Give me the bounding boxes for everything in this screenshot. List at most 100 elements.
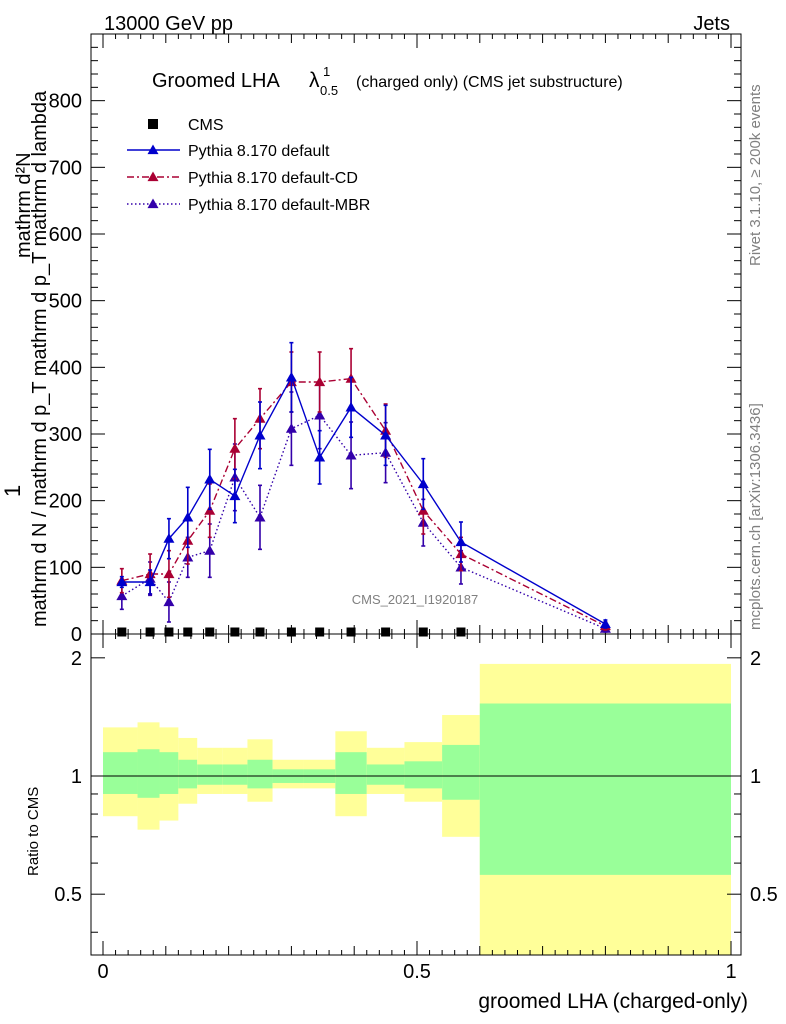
- cms-data-point: [205, 627, 215, 637]
- ratio-band-inner-9: [335, 752, 367, 794]
- data-point-solid: [229, 490, 241, 501]
- legend-label: Pythia 8.170 default-CD: [188, 170, 358, 187]
- ratio-band-inner-2: [159, 752, 179, 794]
- ratio-frame: [90, 633, 742, 956]
- main-ytick-label: 600: [49, 224, 82, 246]
- main-ytick-label: 0: [71, 624, 82, 646]
- data-point-solid: [285, 371, 297, 382]
- cms-data-point: [255, 627, 265, 637]
- ratio-ytick-label-left: 1: [71, 766, 82, 788]
- cms-data-point: [286, 627, 296, 637]
- legend-marker-dashdot: [147, 171, 159, 182]
- data-point-dotted: [163, 596, 175, 607]
- cms-data-point: [117, 627, 127, 637]
- rivet-version-label: Rivet 3.1.10, ≥ 200k events: [747, 84, 764, 266]
- ratio-y-axis-label: Ratio to CMS: [25, 787, 42, 876]
- cms-data-point: [164, 627, 174, 637]
- main-ytick-label: 200: [49, 491, 82, 513]
- ratio-ytick-label-left: 2: [71, 648, 82, 670]
- cms-data-point: [418, 627, 428, 637]
- mcplots-label: mcplots.cern.ch [arXiv:1306.3436]: [747, 403, 764, 630]
- data-point-solid: [417, 478, 429, 489]
- legend-marker-cms: [148, 119, 158, 129]
- series-line-dashdot: [121, 377, 606, 627]
- data-point-dotted: [204, 545, 216, 555]
- plot-title-sub: 0.5: [320, 83, 338, 98]
- ylabel-denominator: mathrm d N / mathrm d p_T mathrm d p_T m…: [29, 90, 51, 627]
- data-point-solid: [380, 429, 392, 440]
- cms-data-point: [315, 627, 325, 637]
- series-solid: [116, 341, 611, 629]
- ratio-band-inner-12: [442, 744, 480, 800]
- ratio-ytick-label-right: 2: [750, 648, 761, 670]
- data-point-solid: [116, 576, 128, 587]
- data-point-solid: [144, 576, 156, 587]
- data-point-solid: [314, 451, 326, 462]
- legend-label: CMS: [188, 117, 224, 134]
- ratio-band-inner-6: [247, 759, 273, 789]
- cms-data-point: [230, 627, 240, 637]
- data-point-dotted: [285, 423, 297, 433]
- data-point-dotted: [116, 590, 128, 601]
- ratio-xtick-label: 0: [97, 961, 108, 983]
- main-ytick-label: 300: [49, 424, 82, 446]
- legend-label: Pythia 8.170 default-MBR: [188, 197, 370, 214]
- data-point-solid: [163, 533, 175, 543]
- plot-title-lambda: λ: [309, 69, 320, 92]
- data-point-solid: [455, 536, 467, 547]
- data-point-solid: [204, 473, 216, 484]
- plot-title-suffix: (charged only) (CMS jet substructure): [356, 74, 623, 91]
- main-ytick-label: 100: [49, 557, 82, 579]
- data-point-solid: [254, 429, 266, 440]
- ratio-ytick-label-left: 0.5: [54, 884, 82, 906]
- series-line-solid: [121, 375, 606, 625]
- data-point-solid: [599, 618, 611, 629]
- cms-data-point: [456, 627, 466, 637]
- main-panel: 0 100 200 300 400 500 600 700 800: [49, 33, 742, 646]
- data-point-dashdot: [229, 443, 241, 453]
- data-point-dashdot: [163, 568, 175, 579]
- cms-data-point: [183, 627, 193, 637]
- ratio-band-inner-0: [103, 752, 138, 794]
- data-point-dotted: [345, 449, 357, 460]
- ratio-band-inner-4: [197, 764, 223, 785]
- legend-label: Pythia 8.170 default: [188, 143, 330, 160]
- plot-title-sup: 1: [323, 64, 330, 79]
- series-line-dotted: [121, 414, 606, 630]
- ratio-ytick-label-right: 0.5: [750, 884, 778, 906]
- energy-label: 13000 GeV pp: [104, 13, 233, 35]
- ylabel-prefix: 1: [0, 485, 25, 497]
- ratio-ytick-label-right: 1: [750, 766, 761, 788]
- ylabel-numerator: mathrm d²N: [13, 152, 35, 258]
- ratio-band-inner-13: [479, 703, 731, 875]
- data-point-dotted: [254, 511, 266, 522]
- main-y-axis-label: mathrm d²N 1 mathrm d N / mathrm d p_T m…: [0, 90, 51, 627]
- ratio-band-inner-5: [222, 764, 248, 785]
- plot-title-prefix: Groomed LHA: [152, 70, 280, 92]
- plot-title: Groomed LHA λ 1 0.5 (charged only) (CMS …: [152, 64, 623, 98]
- ratio-xtick-label: 0.5: [403, 961, 431, 983]
- cms-data-point: [346, 627, 356, 637]
- data-point-dashdot: [314, 376, 326, 387]
- cms-data-point: [381, 627, 391, 637]
- category-label: Jets: [693, 13, 730, 35]
- ratio-band-inner-1: [137, 749, 160, 798]
- series-dashdot: [116, 347, 611, 631]
- main-ytick-label: 500: [49, 291, 82, 313]
- ratio-panel: 0 0.5 1 0.5 0.5 1 1 2 2: [54, 633, 778, 983]
- main-ytick-label: 800: [49, 91, 82, 113]
- data-point-solid: [182, 511, 194, 522]
- analysis-watermark: CMS_2021_I1920187: [352, 592, 479, 607]
- legend-marker-solid: [147, 144, 159, 155]
- legend: CMS Pythia 8.170 default Pythia 8.170 defa…: [127, 117, 370, 214]
- ratio-band-inner-11: [404, 761, 443, 789]
- data-point-solid: [345, 401, 357, 412]
- ratio-band-inner-3: [178, 759, 198, 789]
- legend-marker-dotted: [147, 198, 159, 209]
- x-axis-label: groomed LHA (charged-only): [478, 990, 748, 1013]
- main-ytick-label: 700: [49, 157, 82, 179]
- data-point-dotted: [314, 409, 326, 420]
- ratio-band-inner-10: [366, 764, 405, 785]
- ratio-xtick-label: 1: [725, 961, 736, 983]
